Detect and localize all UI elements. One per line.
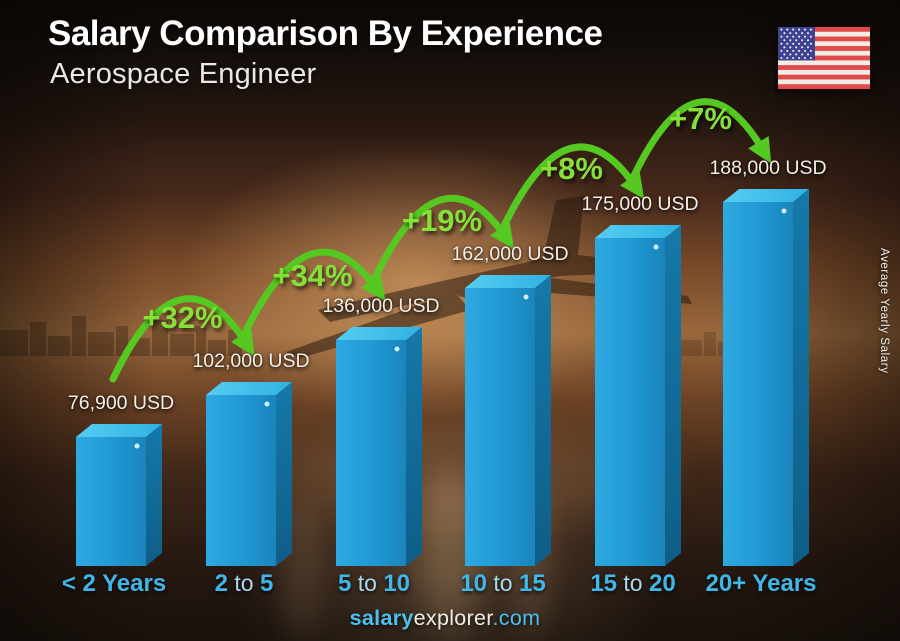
bar-2-to-5 (206, 382, 292, 566)
footer-brand-bold: salary (349, 606, 414, 630)
footer-brand-regular: explorer (413, 606, 493, 630)
increase-arrow (628, 98, 772, 184)
bar-highlight-dot (781, 208, 787, 214)
bar-20+-years (723, 189, 809, 566)
footer-brand-domain: .com (492, 606, 541, 630)
page-title: Salary Comparison By Experience (48, 14, 603, 53)
bar-10-to-15 (465, 275, 551, 566)
bar-highlight-dot (653, 244, 659, 250)
us-flag-icon (778, 27, 870, 89)
page-subtitle: Aerospace Engineer (50, 58, 317, 90)
bar-5-to-10 (336, 327, 422, 566)
y-axis-label: Average Yearly Salary (878, 248, 890, 374)
bar-highlight-dot (134, 443, 140, 449)
increase-arrow (369, 194, 515, 286)
bar-highlight-dot (523, 294, 529, 300)
bar-highlight-dot (264, 401, 270, 407)
bar-highlight-dot (394, 346, 400, 352)
increase-arrow (498, 143, 645, 234)
footer-brand-link[interactable]: salaryexplorer.com (0, 606, 895, 631)
bar-15-to-20 (595, 225, 681, 566)
increase-arrow (109, 295, 255, 383)
bar-<-2-years (76, 424, 162, 566)
increase-arrow (239, 248, 386, 341)
